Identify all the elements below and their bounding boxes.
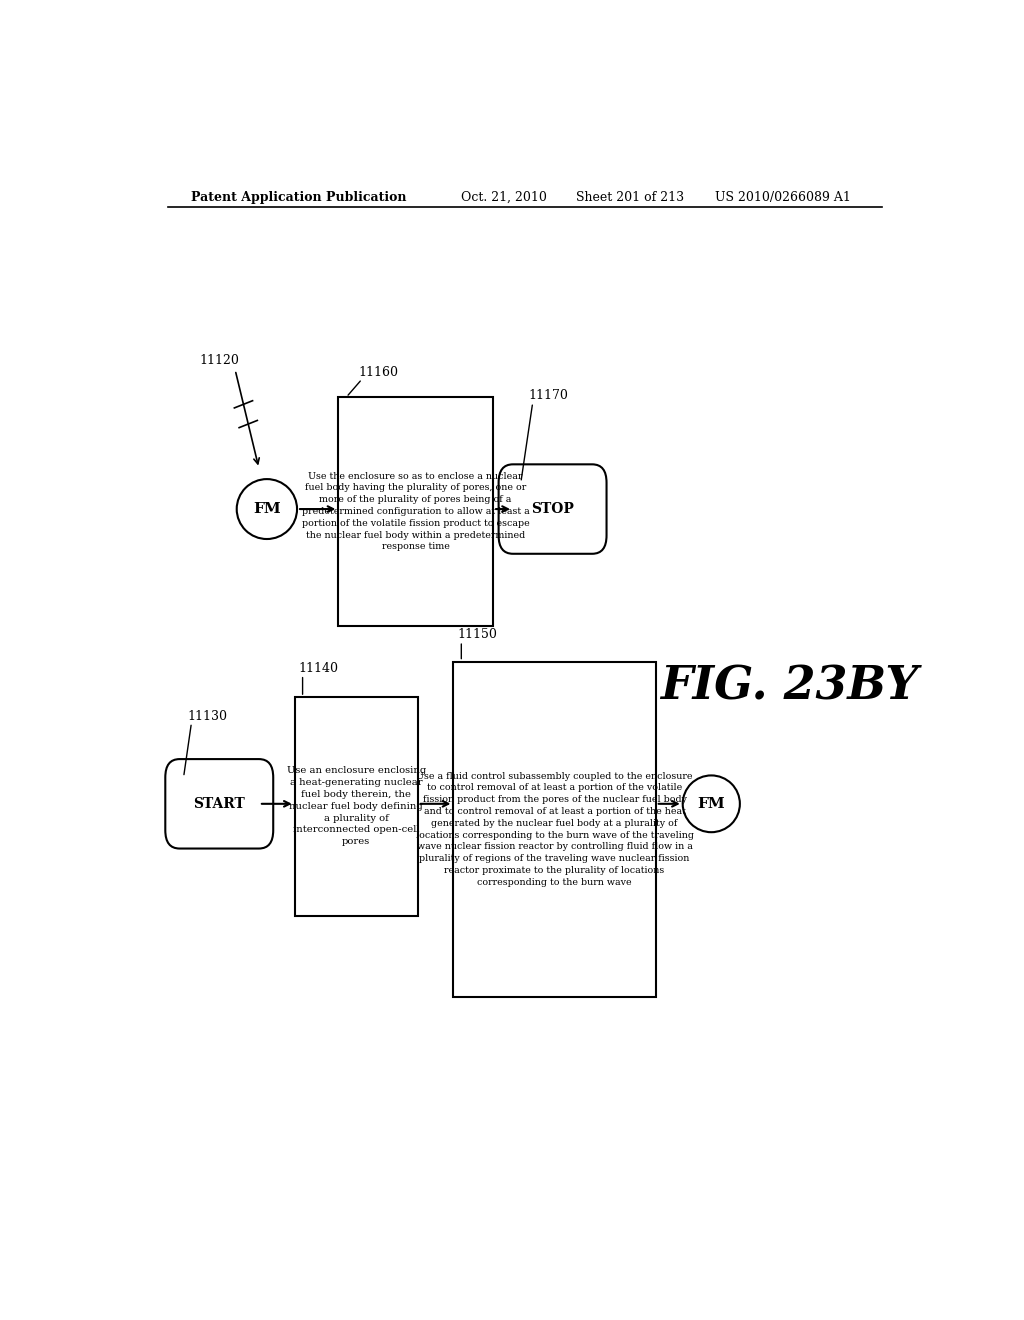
Text: Use the enclosure so as to enclose a nuclear
fuel body having the plurality of p: Use the enclosure so as to enclose a nuc…: [302, 471, 529, 552]
Text: 11170: 11170: [528, 389, 568, 403]
Text: Use a fluid control subassembly coupled to the enclosure
to control removal of a: Use a fluid control subassembly coupled …: [416, 772, 693, 887]
Text: FM: FM: [253, 502, 281, 516]
Text: 11150: 11150: [458, 628, 498, 642]
Text: Sheet 201 of 213: Sheet 201 of 213: [577, 191, 684, 205]
Text: Patent Application Publication: Patent Application Publication: [191, 191, 407, 205]
Text: Oct. 21, 2010: Oct. 21, 2010: [461, 191, 547, 205]
Text: FIG. 23BY: FIG. 23BY: [659, 664, 918, 710]
Text: FM: FM: [697, 797, 725, 810]
Text: Use an enclosure enclosing
a heat-generating nuclear
fuel body therein, the
nucl: Use an enclosure enclosing a heat-genera…: [287, 767, 426, 846]
Text: 11160: 11160: [358, 366, 398, 379]
Text: 11120: 11120: [200, 354, 240, 367]
Text: 11140: 11140: [299, 661, 339, 675]
Text: US 2010/0266089 A1: US 2010/0266089 A1: [715, 191, 851, 205]
Text: STOP: STOP: [531, 502, 574, 516]
Text: 11130: 11130: [187, 710, 227, 722]
Text: START: START: [194, 797, 245, 810]
